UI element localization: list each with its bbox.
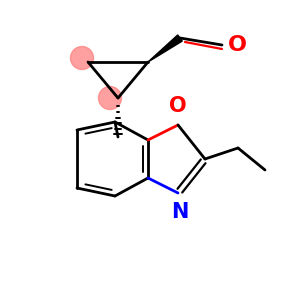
Text: N: N <box>171 202 189 222</box>
Text: O: O <box>169 96 187 116</box>
Polygon shape <box>148 35 182 62</box>
Circle shape <box>70 46 94 70</box>
Circle shape <box>98 86 122 110</box>
Text: O: O <box>228 35 247 55</box>
